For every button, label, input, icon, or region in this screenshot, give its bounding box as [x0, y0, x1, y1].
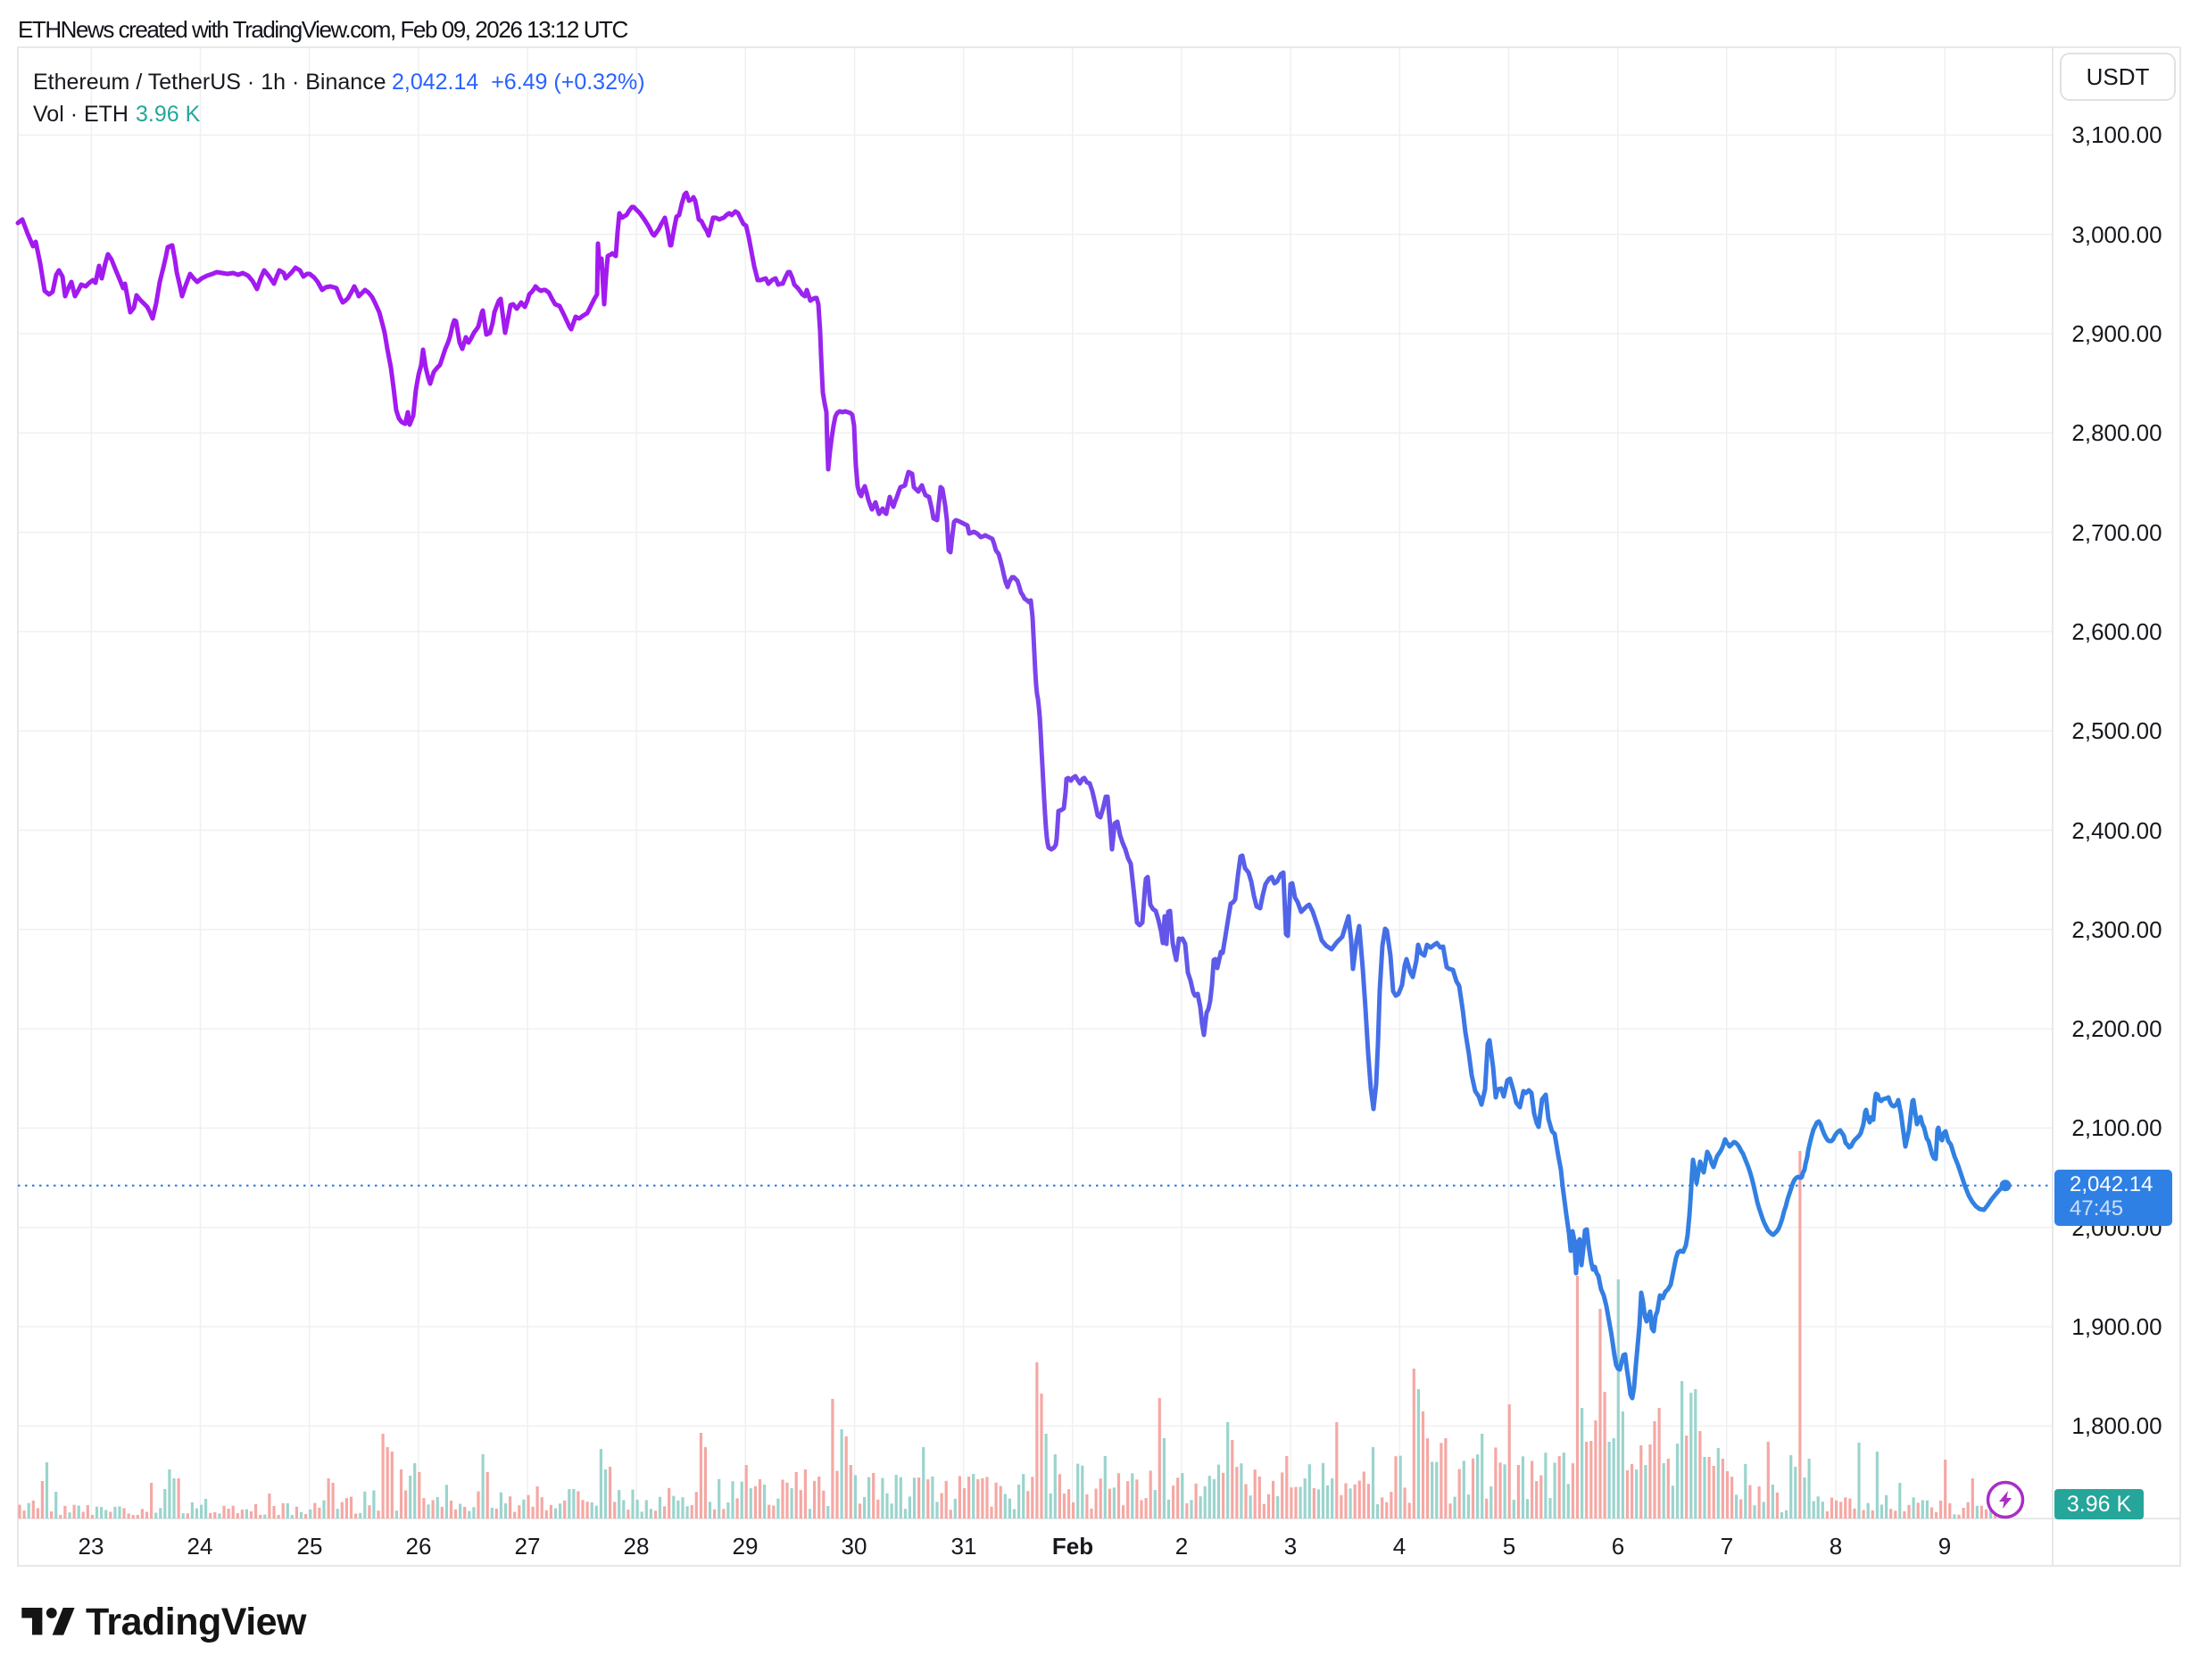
svg-text:47:45: 47:45 — [2070, 1196, 2123, 1221]
svg-text:2,700.00: 2,700.00 — [2071, 519, 2162, 546]
svg-text:6: 6 — [1612, 1533, 1624, 1560]
svg-text:2,300.00: 2,300.00 — [2071, 916, 2162, 943]
svg-text:27: 27 — [515, 1533, 541, 1560]
svg-text:TradingView: TradingView — [86, 1601, 307, 1643]
svg-text:1,800.00: 1,800.00 — [2071, 1412, 2162, 1439]
svg-text:25: 25 — [297, 1533, 323, 1560]
svg-text:2,400.00: 2,400.00 — [2071, 817, 2162, 844]
svg-text:2,600.00: 2,600.00 — [2071, 618, 2162, 645]
svg-text:24: 24 — [187, 1533, 213, 1560]
svg-text:29: 29 — [733, 1533, 759, 1560]
svg-text:30: 30 — [842, 1533, 867, 1560]
svg-text:23: 23 — [79, 1533, 104, 1560]
svg-text:2,042.14 +6.49 (+0.32%): 2,042.14 +6.49 (+0.32%) — [392, 70, 645, 95]
svg-text:3: 3 — [1284, 1533, 1297, 1560]
svg-text:2,800.00: 2,800.00 — [2071, 419, 2162, 446]
svg-text:3,100.00: 3,100.00 — [2071, 121, 2162, 148]
svg-text:2,200.00: 2,200.00 — [2071, 1015, 2162, 1042]
svg-text:1,900.00: 1,900.00 — [2071, 1313, 2162, 1340]
svg-text:Feb: Feb — [1052, 1533, 1093, 1560]
svg-text:3,000.00: 3,000.00 — [2071, 221, 2162, 248]
svg-text:9: 9 — [1938, 1533, 1951, 1560]
svg-text:Vol · ETH: Vol · ETH — [33, 102, 129, 127]
svg-text:8: 8 — [1830, 1533, 1842, 1560]
svg-text:28: 28 — [624, 1533, 650, 1560]
svg-text:31: 31 — [951, 1533, 977, 1560]
svg-text:2,042.14: 2,042.14 — [2070, 1172, 2153, 1196]
svg-text:7: 7 — [1721, 1533, 1733, 1560]
svg-text:3.96 K: 3.96 K — [136, 102, 201, 127]
svg-text:26: 26 — [406, 1533, 432, 1560]
svg-text:Ethereum / TetherUS · 1h · Bin: Ethereum / TetherUS · 1h · Binance — [33, 70, 386, 95]
svg-text:4: 4 — [1393, 1533, 1406, 1560]
svg-text:3.96 K: 3.96 K — [2067, 1492, 2132, 1517]
svg-text:2,500.00: 2,500.00 — [2071, 717, 2162, 744]
svg-text:2: 2 — [1175, 1533, 1188, 1560]
svg-text:ETHNews created with TradingVi: ETHNews created with TradingView.com, Fe… — [18, 16, 627, 43]
svg-text:2,900.00: 2,900.00 — [2071, 320, 2162, 347]
svg-text:5: 5 — [1503, 1533, 1515, 1560]
svg-text:USDT: USDT — [2087, 63, 2150, 90]
svg-text:2,100.00: 2,100.00 — [2071, 1114, 2162, 1141]
